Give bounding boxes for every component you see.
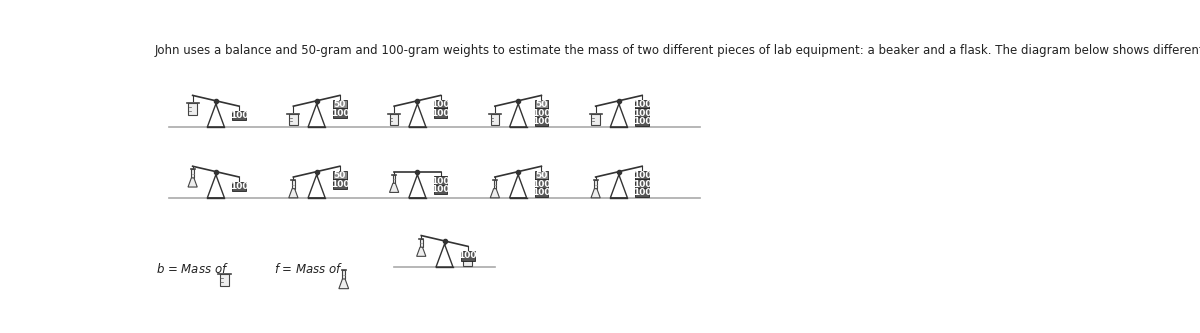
FancyBboxPatch shape <box>434 109 448 118</box>
FancyBboxPatch shape <box>434 100 448 110</box>
Text: 100: 100 <box>230 182 248 191</box>
Text: 100: 100 <box>632 188 652 197</box>
Polygon shape <box>338 279 349 289</box>
FancyBboxPatch shape <box>635 100 649 110</box>
FancyBboxPatch shape <box>334 179 347 189</box>
Text: 50: 50 <box>535 171 547 180</box>
FancyBboxPatch shape <box>434 176 448 186</box>
FancyBboxPatch shape <box>635 188 649 197</box>
Text: 100: 100 <box>532 117 551 126</box>
Polygon shape <box>188 178 197 187</box>
FancyBboxPatch shape <box>493 180 496 189</box>
FancyBboxPatch shape <box>534 179 548 189</box>
Text: 100: 100 <box>632 109 652 118</box>
FancyBboxPatch shape <box>334 109 347 118</box>
Text: 100: 100 <box>458 251 478 260</box>
Polygon shape <box>592 189 600 198</box>
FancyBboxPatch shape <box>191 169 194 178</box>
Text: 100: 100 <box>632 117 652 126</box>
FancyBboxPatch shape <box>635 117 649 127</box>
FancyBboxPatch shape <box>392 175 395 183</box>
Text: 100: 100 <box>331 109 349 118</box>
Text: 100: 100 <box>431 176 450 185</box>
Text: 100: 100 <box>230 111 248 120</box>
Polygon shape <box>491 189 499 198</box>
FancyBboxPatch shape <box>463 254 472 266</box>
Text: 100: 100 <box>532 188 551 197</box>
FancyBboxPatch shape <box>534 117 548 127</box>
FancyBboxPatch shape <box>592 114 600 126</box>
Text: 100: 100 <box>431 100 450 109</box>
FancyBboxPatch shape <box>233 181 246 191</box>
Text: 50: 50 <box>334 100 346 109</box>
FancyBboxPatch shape <box>334 100 347 110</box>
Polygon shape <box>390 183 398 192</box>
Text: 100: 100 <box>532 179 551 188</box>
Text: 100: 100 <box>532 109 551 118</box>
Text: 100: 100 <box>331 179 349 188</box>
Text: 50: 50 <box>535 100 547 109</box>
FancyBboxPatch shape <box>342 270 346 279</box>
FancyBboxPatch shape <box>461 251 474 260</box>
FancyBboxPatch shape <box>334 171 347 180</box>
Text: 100: 100 <box>431 109 450 118</box>
Text: 100: 100 <box>632 171 652 180</box>
FancyBboxPatch shape <box>635 171 649 180</box>
Polygon shape <box>416 247 426 256</box>
FancyBboxPatch shape <box>635 179 649 189</box>
FancyBboxPatch shape <box>635 109 649 118</box>
Text: $b$ = Mass of: $b$ = Mass of <box>156 262 229 276</box>
FancyBboxPatch shape <box>534 188 548 197</box>
FancyBboxPatch shape <box>292 180 295 189</box>
FancyBboxPatch shape <box>491 114 499 126</box>
Text: John uses a balance and 50-gram and 100-gram weights to estimate the mass of two: John uses a balance and 50-gram and 100-… <box>155 44 1200 57</box>
FancyBboxPatch shape <box>233 111 246 121</box>
FancyBboxPatch shape <box>188 103 197 115</box>
FancyBboxPatch shape <box>390 114 398 126</box>
Polygon shape <box>289 189 298 198</box>
FancyBboxPatch shape <box>220 274 229 286</box>
FancyBboxPatch shape <box>289 114 298 126</box>
Text: 50: 50 <box>334 171 346 180</box>
Text: 100: 100 <box>431 185 450 194</box>
FancyBboxPatch shape <box>534 100 548 110</box>
FancyBboxPatch shape <box>434 184 448 194</box>
Text: $f$ = Mass of: $f$ = Mass of <box>274 262 343 276</box>
FancyBboxPatch shape <box>534 109 548 118</box>
Text: 100: 100 <box>632 179 652 188</box>
Text: 100: 100 <box>632 100 652 109</box>
FancyBboxPatch shape <box>594 180 596 189</box>
FancyBboxPatch shape <box>534 171 548 180</box>
FancyBboxPatch shape <box>420 239 422 247</box>
